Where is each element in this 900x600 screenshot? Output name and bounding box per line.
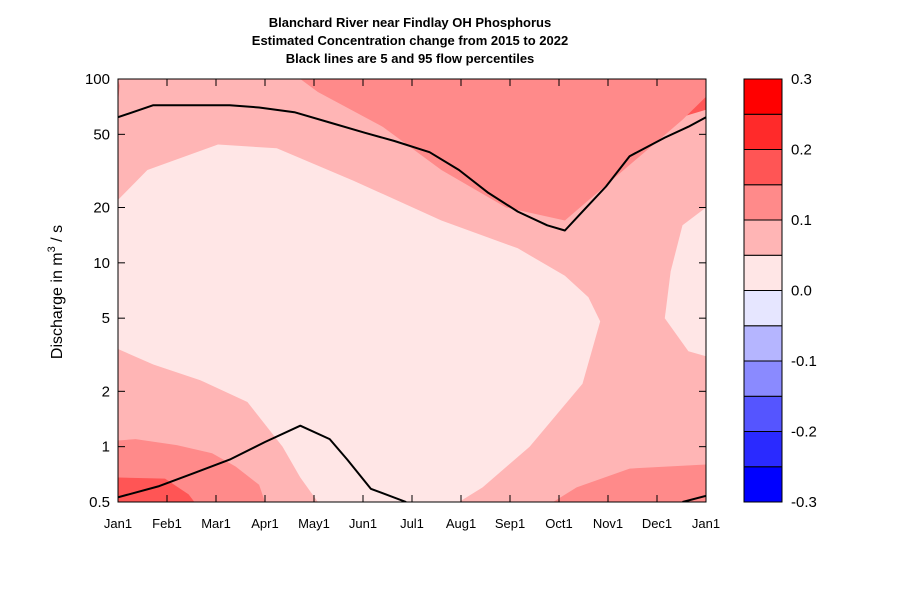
- colorbar-swatch: [743, 219, 783, 256]
- x-tick-label: Jul1: [400, 516, 424, 531]
- contour-region-4: [553, 464, 706, 502]
- colorbar-tick-label: 0.3: [791, 71, 812, 88]
- y-axis-label-end: / s: [49, 225, 66, 246]
- colorbar-tick-label: 0.1: [791, 212, 812, 229]
- y-tick-label: 5: [102, 310, 110, 327]
- y-axis-ticks: 0.5 1 2 5 10 20 50 100: [85, 71, 706, 511]
- y-axis-label-main: Discharge in m: [49, 252, 66, 359]
- colorbar-tick-label: 0.0: [791, 283, 812, 300]
- percentile-line-5b: [682, 494, 706, 502]
- colorbar-swatch: [743, 254, 783, 291]
- y-axis-label: Discharge in m3 / s: [46, 225, 66, 359]
- y-tick-label: 100: [85, 71, 110, 88]
- chart-title-line-1: Blanchard River near Findlay OH Phosphor…: [269, 15, 551, 30]
- contour-region-6: [118, 144, 601, 502]
- x-tick-label: Dec1: [642, 516, 672, 531]
- contour-layer: [118, 79, 706, 502]
- percentile-lines: [118, 104, 706, 502]
- contour-region-5: [118, 477, 195, 502]
- y-tick-label: 0.5: [89, 494, 110, 511]
- colorbar-swatch: [743, 325, 783, 362]
- colorbar-swatch: [743, 78, 783, 115]
- colorbar-tick-label: -0.1: [791, 353, 817, 370]
- colorbar-swatch: [743, 113, 783, 150]
- chart-title-line-3: Black lines are 5 and 95 flow percentile…: [286, 51, 535, 66]
- x-tick-label: Apr1: [251, 516, 278, 531]
- colorbar-swatch: [743, 290, 783, 327]
- x-tick-label: Jun1: [349, 516, 377, 531]
- colorbar-swatch: [743, 431, 783, 468]
- x-tick-label: Oct1: [545, 516, 572, 531]
- percentile-line-5: [118, 424, 407, 502]
- colorbar-tick-label: -0.2: [791, 424, 817, 441]
- x-tick-label: Jan1: [692, 516, 720, 531]
- colorbar-swatch: [743, 184, 783, 221]
- colorbar-swatch: [743, 466, 783, 503]
- x-tick-label: Jan1: [104, 516, 132, 531]
- y-tick-label: 20: [93, 199, 110, 216]
- plot-area: 0.5 1 2 5 10 20 50 100 Jan1 Feb1 Mar1 Apr1 May1 Jun1…: [85, 71, 720, 531]
- x-tick-label: May1: [298, 516, 330, 531]
- chart-title: Blanchard River near Findlay OH Phosphor…: [252, 15, 568, 66]
- x-tick-label: Sep1: [495, 516, 525, 531]
- colorbar-swatch: [743, 395, 783, 432]
- y-tick-label: 50: [93, 126, 110, 143]
- x-tick-label: Nov1: [593, 516, 623, 531]
- x-tick-label: Mar1: [201, 516, 231, 531]
- y-tick-label: 1: [102, 439, 110, 456]
- y-axis-label-sup: 3: [46, 246, 58, 252]
- colorbar-swatch: [743, 360, 783, 397]
- colorbar-swatch: [743, 149, 783, 186]
- x-tick-label: Aug1: [446, 516, 476, 531]
- contour-region-1: [300, 79, 706, 221]
- colorbar: -0.3 -0.2 -0.1 0.0 0.1 0.2 0.3: [743, 71, 817, 511]
- x-tick-label: Feb1: [152, 516, 182, 531]
- y-tick-label: 10: [93, 255, 110, 272]
- chart-title-line-2: Estimated Concentration change from 2015…: [252, 33, 568, 48]
- contour-region-7: [664, 207, 706, 357]
- x-axis-ticks: Jan1 Feb1 Mar1 Apr1 May1 Jun1 Jul1 Aug1 Sep1 Oct1…: [104, 79, 720, 531]
- colorbar-tick-label: -0.3: [791, 494, 817, 511]
- colorbar-tick-label: 0.2: [791, 142, 812, 159]
- percentile-line-95: [118, 104, 706, 232]
- y-tick-label: 2: [102, 383, 110, 400]
